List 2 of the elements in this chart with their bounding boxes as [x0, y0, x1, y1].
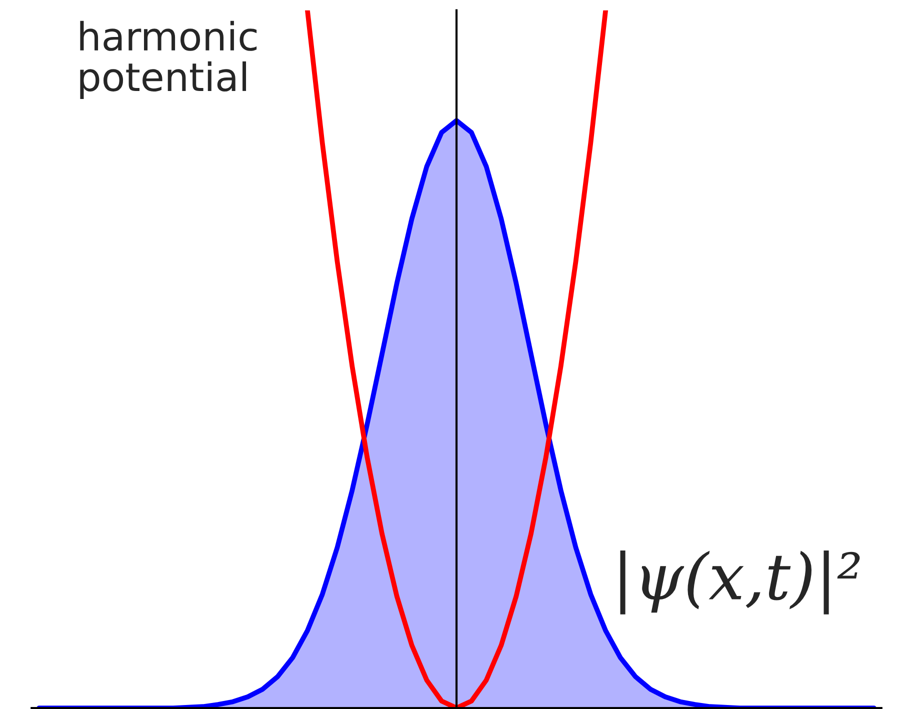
series-label: |ψ(x,t)|²	[620, 550, 860, 614]
series-label: harmonic potential	[80, 20, 257, 100]
